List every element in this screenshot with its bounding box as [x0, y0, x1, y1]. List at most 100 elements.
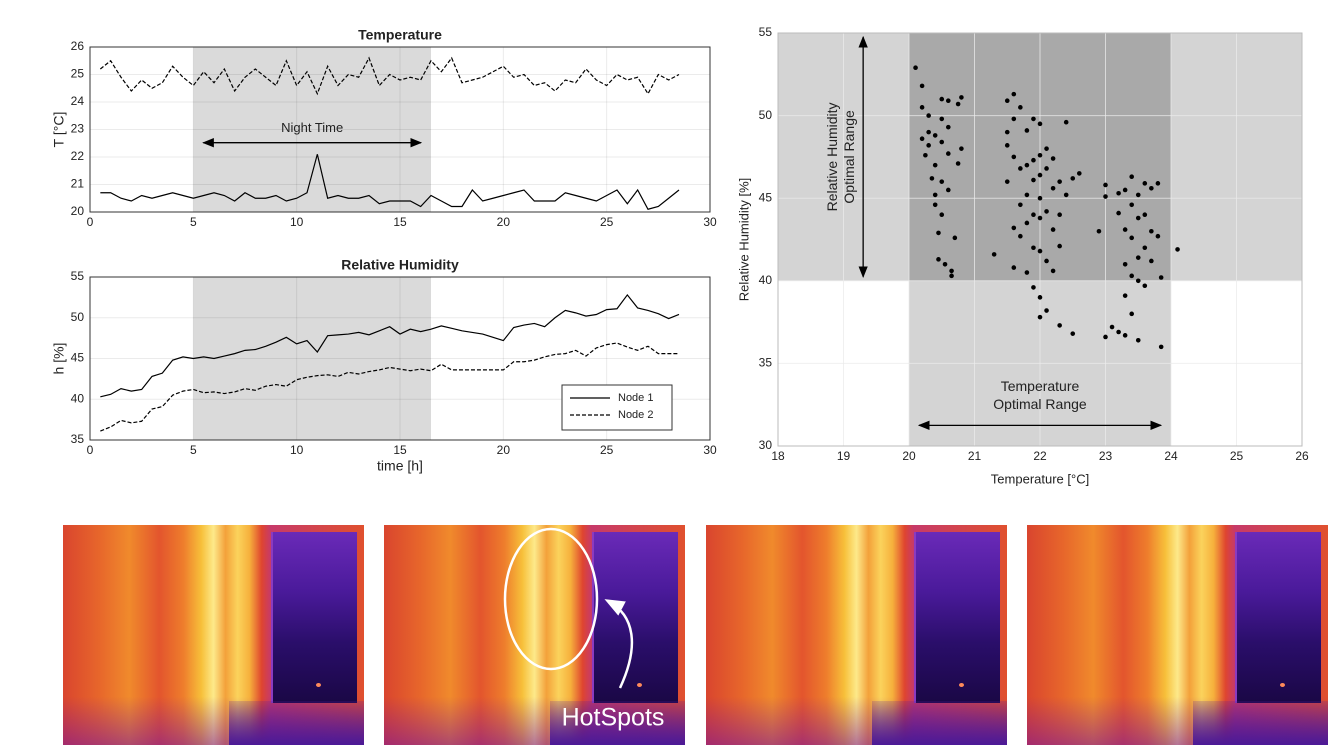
data-point [1004, 143, 1010, 148]
data-point [939, 116, 945, 122]
data-point [1155, 233, 1161, 239]
data-point [1011, 154, 1017, 160]
x-tick-label: 30 [703, 215, 717, 229]
x-tick-label: 24 [1164, 449, 1178, 463]
series-line [99, 56, 680, 96]
data-point [942, 261, 948, 267]
x-tick-label: 19 [837, 449, 851, 463]
data-point [1116, 210, 1121, 216]
data-point [1135, 192, 1141, 198]
hotspot-ellipse [503, 527, 599, 671]
y-tick-label: 40 [759, 273, 773, 287]
data-point [936, 230, 941, 236]
y-tick-label: 21 [71, 177, 85, 191]
x-tick-label: 25 [600, 443, 614, 457]
data-point [1129, 174, 1134, 180]
data-point [955, 161, 961, 166]
y-tick-label: 55 [71, 269, 85, 283]
series-line [100, 154, 680, 210]
x-tick-label: 15 [393, 215, 407, 229]
y-tick-label: 40 [71, 391, 85, 405]
x-tick-label: 20 [497, 215, 511, 229]
x-tick-label: 10 [290, 443, 304, 457]
y-axis-label: T [°C] [51, 112, 67, 148]
x-tick-label: 30 [703, 443, 717, 457]
y-tick-label: 50 [71, 310, 85, 324]
x-tick-label: 0 [87, 443, 94, 457]
plot-frame [89, 276, 711, 441]
data-point [1057, 179, 1062, 184]
x-tick-label: 0 [87, 215, 94, 229]
data-point [1122, 227, 1128, 232]
data-point [1129, 311, 1134, 317]
temp-range-label: Optimal Range [993, 396, 1087, 412]
y-axis-label: Relative Humidity [%] [736, 178, 751, 302]
data-point [1024, 220, 1030, 226]
data-point [1103, 334, 1108, 340]
night-shade [193, 277, 431, 440]
temp-range-label: Temperature [1001, 378, 1080, 394]
data-point [1129, 202, 1134, 208]
data-point [1057, 243, 1062, 249]
data-point [1057, 212, 1062, 218]
data-point [955, 101, 961, 107]
x-tick-label: 15 [393, 443, 407, 457]
annotation: Night Time [281, 120, 343, 135]
humidity-range-label: Optimal Range [841, 110, 857, 204]
data-point [932, 162, 938, 168]
data-point [1158, 344, 1164, 350]
data-point [1070, 176, 1076, 181]
x-axis-label: time [h] [377, 458, 423, 474]
y-tick-label: 35 [759, 356, 773, 370]
x-tick-label: 5 [190, 443, 197, 457]
data-point [1135, 215, 1141, 221]
data-point [1158, 275, 1164, 280]
data-point [991, 252, 997, 257]
data-point [1050, 268, 1056, 274]
data-point [952, 235, 958, 241]
x-tick-label: 20 [902, 449, 916, 463]
x-tick-label: 5 [190, 215, 197, 229]
data-point [949, 268, 954, 274]
data-point [939, 96, 945, 102]
data-point [1024, 162, 1030, 168]
data-point [919, 105, 925, 110]
data-point [1018, 233, 1023, 239]
data-point [1044, 146, 1049, 151]
data-point [926, 113, 931, 118]
data-point [1135, 255, 1141, 260]
data-point [1109, 324, 1115, 330]
data-point [1077, 171, 1082, 176]
data-point [1018, 166, 1023, 171]
y-tick-label: 26 [71, 39, 85, 53]
data-point [1024, 270, 1030, 275]
data-point [1122, 261, 1128, 267]
data-point [1096, 228, 1102, 234]
data-point [1129, 235, 1134, 241]
data-point [1063, 192, 1069, 198]
data-point [926, 143, 931, 148]
y-tick-label: 55 [759, 25, 773, 39]
data-point [939, 139, 945, 145]
data-point [1018, 105, 1023, 110]
plot-frame [89, 46, 711, 213]
plot-frame [777, 32, 1303, 447]
data-point [1149, 185, 1154, 191]
x-axis-label: Temperature [°C] [991, 471, 1089, 486]
data-point [946, 98, 951, 104]
data-point [1011, 265, 1017, 270]
data-point [1129, 273, 1134, 279]
chart-title: Temperature [358, 27, 442, 43]
thermal-image: HotSpots [384, 525, 685, 745]
data-point [1037, 215, 1043, 221]
data-point [1116, 329, 1121, 335]
y-tick-label: 45 [759, 190, 773, 204]
data-point [1031, 212, 1036, 218]
data-point [1175, 247, 1180, 252]
hotspot-label: HotSpots [562, 704, 665, 732]
x-tick-label: 10 [290, 215, 304, 229]
data-point [1031, 116, 1036, 122]
y-tick-label: 20 [71, 204, 85, 218]
data-point [1037, 295, 1043, 300]
